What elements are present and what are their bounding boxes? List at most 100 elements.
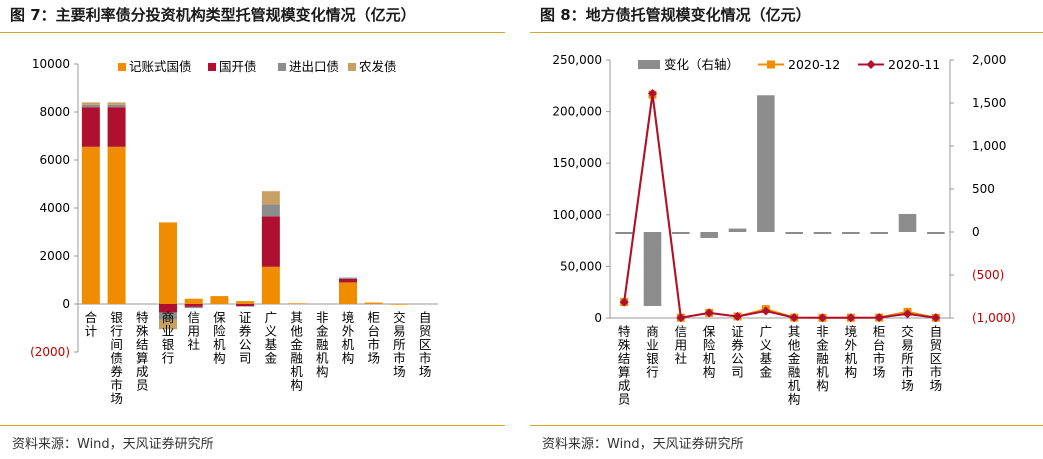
legend-label: 变化（右轴） [664, 57, 739, 72]
change-bar [813, 232, 832, 234]
source-rule [0, 425, 505, 426]
bar-segment [107, 146, 126, 304]
bar-segment [261, 266, 280, 304]
legend-swatch [638, 60, 660, 69]
x-tick-label: 证券公司 [239, 310, 252, 366]
x-tick-label: 合计 [85, 310, 98, 339]
series-point [789, 313, 799, 323]
x-tick-label: 证券公司 [731, 324, 744, 380]
left-y-tick-label: 0 [594, 311, 602, 325]
series-point [761, 306, 771, 316]
legend-marker [866, 60, 876, 69]
x-tick-label: 保险机构 [213, 310, 226, 366]
legend-swatch [208, 63, 216, 71]
bar-segment [81, 102, 100, 105]
series-point [903, 309, 912, 319]
title-rule [530, 32, 1043, 33]
y-tick-label: 8000 [39, 105, 70, 119]
change-bar [927, 232, 945, 234]
series-line [623, 93, 936, 319]
change-bar [728, 228, 747, 232]
chart-title: 图 7：主要利率债分投资机构类型托管规模变化情况（亿元） [10, 6, 416, 24]
x-tick-label: 银行间债券市场 [110, 310, 123, 406]
left-y-tick-label: 250,000 [552, 53, 602, 67]
bar-segment [261, 204, 280, 217]
bar-segment [339, 277, 357, 279]
bar-segment [339, 278, 357, 283]
chart-source: 资料来源：Wind，天风证券研究所 [12, 437, 214, 452]
bar-segment [159, 222, 177, 304]
left-y-tick-label: 200,000 [552, 105, 602, 119]
bar-segment [159, 319, 177, 330]
right-y-tick-label: (1,000) [972, 311, 1016, 325]
bar-segment [81, 104, 100, 108]
x-tick-label: 广义基金 [760, 324, 773, 380]
x-tick-label: 境外机构 [342, 310, 355, 366]
bar-segment [236, 306, 255, 307]
series-point [931, 313, 941, 323]
change-bar [898, 213, 917, 232]
source-rule [530, 425, 1043, 426]
legend-label: 2020-12 [788, 57, 840, 72]
change-bar [785, 232, 803, 234]
x-tick-label: 柜台市场 [367, 310, 380, 366]
legend-swatch [118, 63, 126, 71]
bar-segment [236, 304, 255, 307]
left-y-tick-label: 100,000 [552, 208, 602, 222]
y-tick-label: 2000 [39, 249, 70, 263]
bar-segment [339, 282, 357, 304]
legend-label: 2020-11 [888, 57, 940, 72]
legend-marker [767, 60, 775, 69]
change-bar [700, 232, 718, 239]
x-tick-label: 信用社 [187, 310, 200, 352]
x-tick-label: 特殊结算成员 [618, 324, 631, 407]
change-bar [643, 232, 662, 306]
series-point [676, 313, 686, 323]
y-tick-label: 0 [62, 297, 70, 311]
bar-segment [210, 296, 229, 304]
right-y-tick-label: (500) [972, 268, 1004, 282]
bar-segment [390, 304, 409, 305]
series-point [619, 297, 629, 307]
left-y-tick-label: 150,000 [552, 156, 602, 170]
x-tick-label: 境外机构 [845, 324, 858, 380]
change-bar [842, 232, 860, 234]
x-tick-label: 自贸区市场 [930, 324, 943, 393]
x-tick-label: 自贸区市场 [419, 310, 432, 379]
x-tick-label: 其他金融机构 [788, 324, 801, 407]
series-point [846, 313, 856, 323]
series-point [733, 311, 742, 321]
chart-source: 资料来源：Wind，天风证券研究所 [542, 437, 744, 452]
change-bar [672, 232, 690, 234]
x-tick-label: 非金融机构 [816, 324, 829, 393]
x-tick-label: 保险机构 [703, 324, 716, 380]
legend-label: 农发债 [359, 59, 397, 74]
legend-swatch [348, 63, 356, 71]
x-tick-label: 信用社 [675, 324, 688, 366]
right-y-tick-label: 0 [972, 225, 980, 239]
bar-segment [261, 216, 280, 267]
bar-segment [184, 298, 203, 304]
bar-segment [287, 303, 306, 304]
right-y-tick-label: 1,000 [972, 139, 1006, 153]
combo-bar-line-chart: 250,000 200,000 150,000 100,000 50,000 0 2,000… [552, 53, 1016, 407]
bar-segment [184, 306, 203, 309]
series-line [623, 94, 937, 319]
x-tick-label: 交易所市场 [901, 324, 914, 393]
series-point [818, 313, 827, 323]
bar-segment [81, 107, 100, 147]
y-tick-label: 4000 [39, 201, 70, 215]
x-tick-label: 商业银行 [646, 324, 659, 380]
series-point [704, 308, 714, 318]
x-tick-label: 特殊结算成员 [136, 310, 149, 393]
title-rule [0, 32, 505, 33]
y-tick-label: 10000 [32, 57, 70, 71]
bar-segment [236, 301, 255, 304]
x-tick-label: 其他金融机构 [290, 310, 303, 393]
x-tick-label: 交易所市场 [393, 310, 406, 379]
right-y-tick-label: 500 [972, 182, 995, 196]
x-tick-label: 柜台市场 [873, 324, 886, 380]
x-tick-label: 商业银行 [162, 310, 175, 366]
bar-segment [364, 302, 383, 304]
legend-label: 国开债 [219, 59, 257, 74]
